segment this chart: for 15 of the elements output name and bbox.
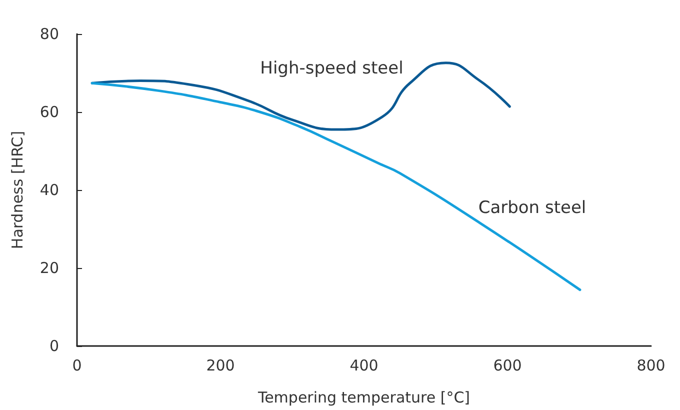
line-series — [90, 62, 511, 131]
x-tick-label: 200 — [206, 356, 235, 374]
y-tick-label: 60 — [40, 103, 59, 121]
x-tick-label: 800 — [636, 356, 666, 374]
y-tick-label: 20 — [40, 259, 59, 277]
series-label: High-speed steel — [260, 58, 404, 79]
x-tick-label: 0 — [72, 356, 82, 374]
x-tick-label: 400 — [350, 356, 378, 374]
y-tick-label: 40 — [40, 181, 59, 199]
y-tick-label: 0 — [49, 337, 59, 355]
series-label: Carbon steel — [478, 198, 586, 218]
x-axis-title: Tempering temperature [°C] — [256, 388, 470, 406]
y-tick-label: 80 — [40, 25, 59, 43]
y-axis-title: Hardness [HRC] — [8, 130, 26, 250]
x-tick-label: 600 — [493, 356, 522, 374]
